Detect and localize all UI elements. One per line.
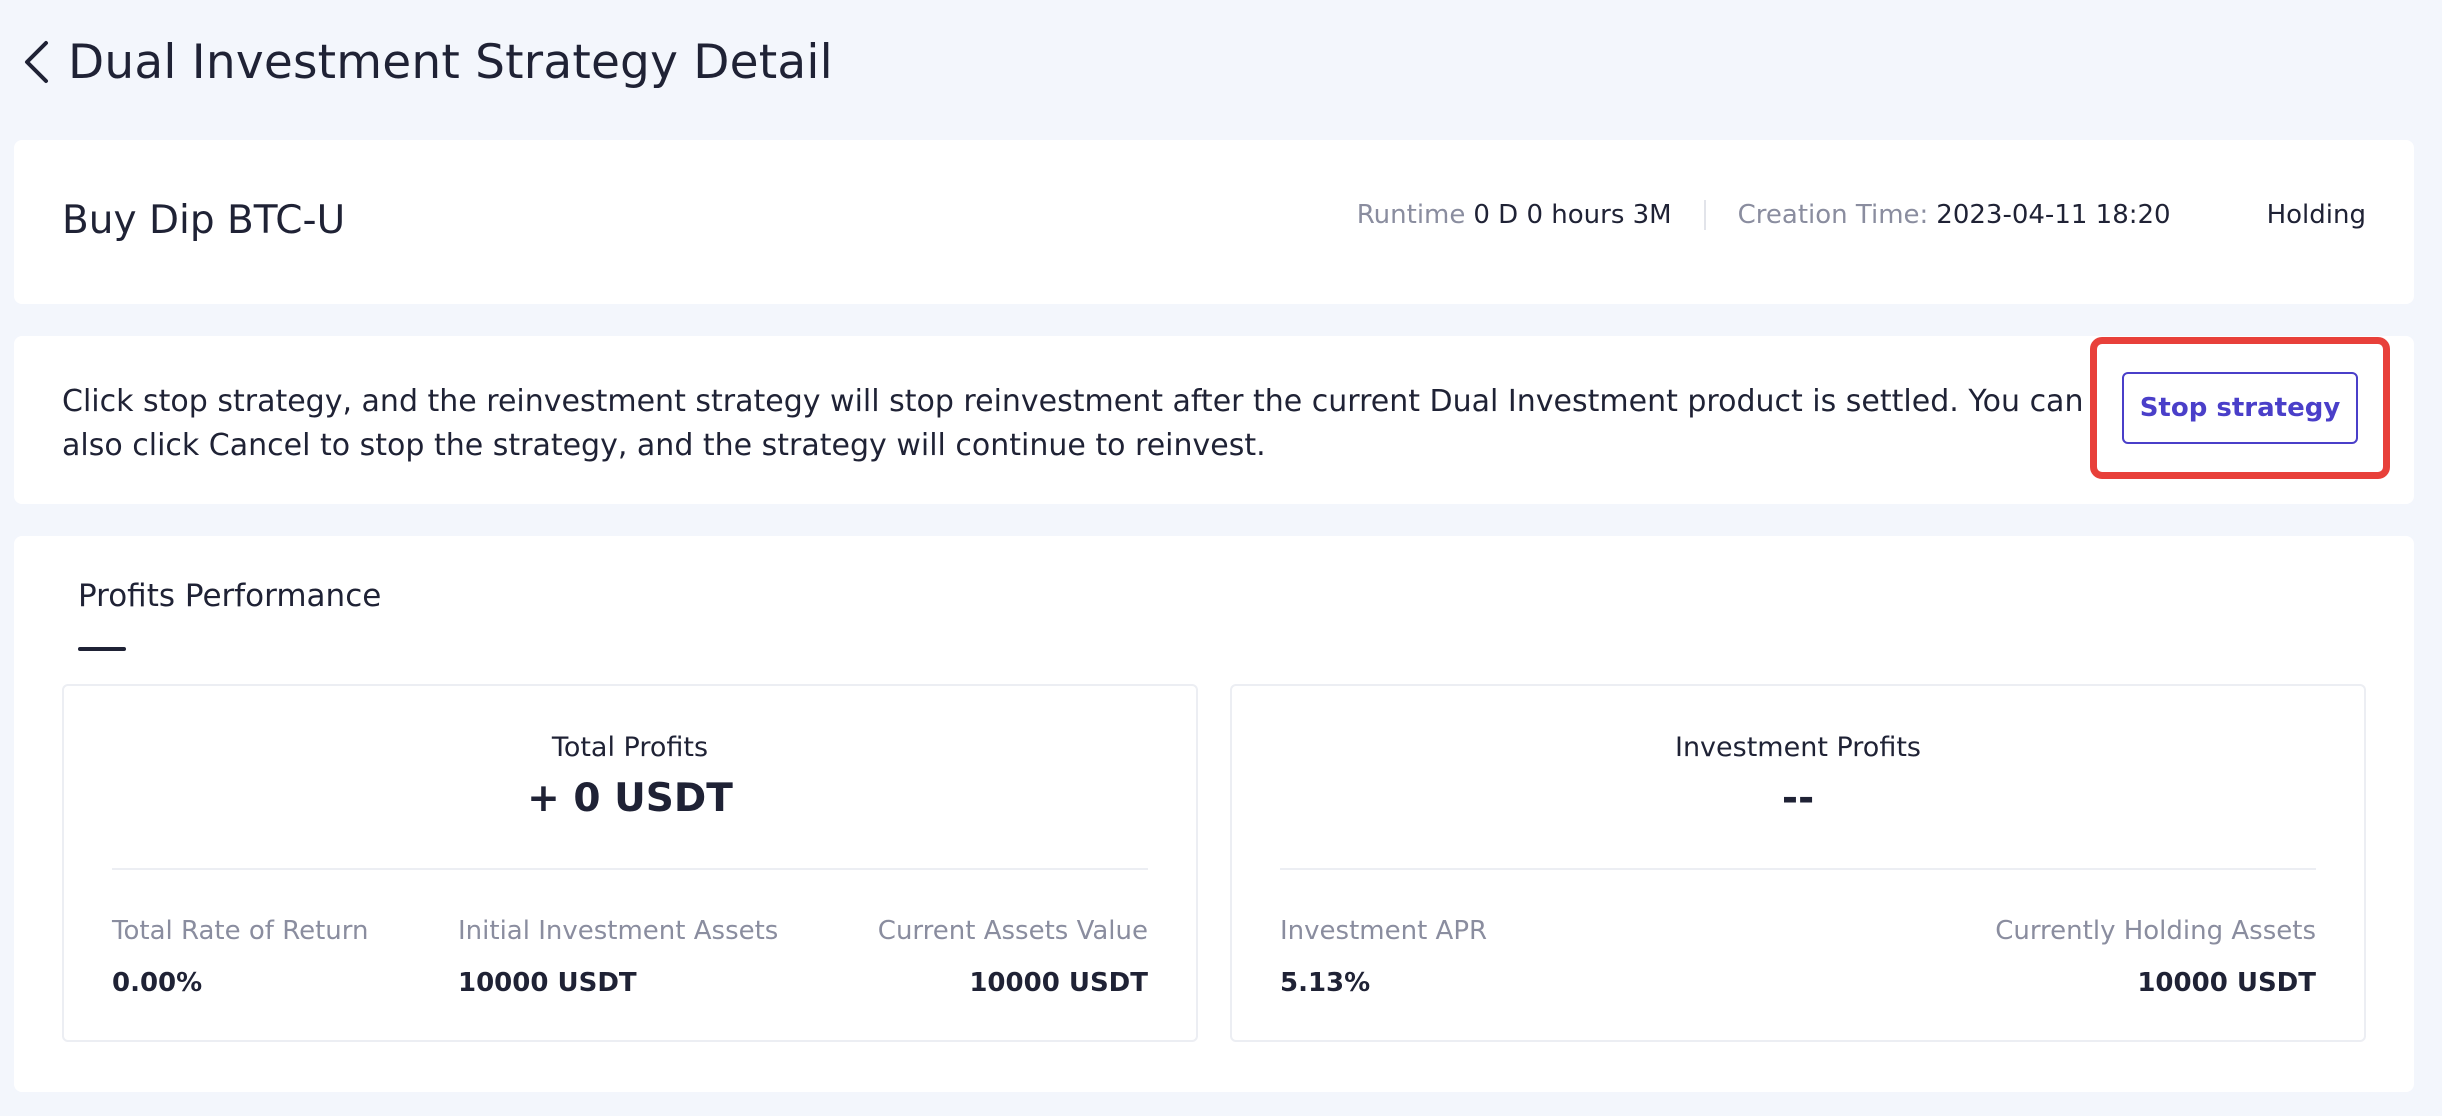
- status-badge: Holding: [2266, 200, 2366, 230]
- holding-assets-value: 10000 USDT: [2137, 968, 2316, 998]
- panel-divider: [1280, 868, 2316, 870]
- strategy-name: Buy Dip BTC-U: [62, 198, 346, 243]
- investment-profits-label: Investment Profits: [1674, 732, 1921, 763]
- panel-divider: [112, 868, 1148, 870]
- chevron-left-icon: [25, 41, 48, 83]
- stop-strategy-button[interactable]: Stop strategy: [2122, 372, 2358, 444]
- tab-profits-performance[interactable]: Profits Performance: [78, 578, 382, 614]
- investment-profits-panel: Investment Profits -- Investment APR 5.1…: [1230, 684, 2366, 1042]
- page-title: Dual Investment Strategy Detail: [68, 34, 833, 90]
- initial-investment-value: 10000 USDT: [458, 968, 637, 998]
- page-header: Dual Investment Strategy Detail: [18, 28, 833, 96]
- strategy-info-card: Buy Dip BTC-U Runtime 0 D 0 hours 3M Cre…: [14, 140, 2414, 304]
- creation-time-label: Creation Time:: [1737, 200, 1929, 230]
- runtime-value: 0 D 0 hours 3M: [1473, 200, 1672, 230]
- investment-apr-value: 5.13%: [1280, 968, 1371, 998]
- notice-text: Click stop strategy, and the reinvestmen…: [62, 384, 2084, 463]
- total-rate-of-return-value: 0.00%: [112, 968, 203, 998]
- total-profits-panel: Total Profits + 0 USDT Total Rate of Ret…: [62, 684, 1198, 1042]
- creation-time-value: 2023-04-11 18:20: [1936, 200, 2171, 230]
- investment-apr-label: Investment APR: [1280, 916, 1488, 946]
- meta-divider: [1703, 200, 1706, 230]
- runtime-label: Runtime: [1356, 200, 1466, 230]
- current-assets-value: 10000 USDT: [969, 968, 1148, 998]
- investment-profits-value: --: [1781, 776, 1815, 821]
- strategy-meta: Runtime 0 D 0 hours 3M Creation Time: 20…: [1357, 200, 2366, 230]
- total-profits-label: Total Profits: [551, 732, 709, 763]
- stop-notice-card: Click stop strategy, and the reinvestmen…: [14, 336, 2414, 504]
- current-assets-label: Current Assets Value: [877, 916, 1148, 946]
- stop-button-highlight: Stop strategy: [2090, 337, 2390, 479]
- profits-card: Profits Performance Total Profits + 0 US…: [14, 536, 2414, 1092]
- total-profits-value: + 0 USDT: [527, 776, 733, 821]
- tab-underline: [78, 647, 126, 651]
- back-button[interactable]: [18, 34, 54, 90]
- total-rate-of-return-label: Total Rate of Return: [112, 916, 369, 946]
- holding-assets-label: Currently Holding Assets: [1995, 916, 2316, 946]
- initial-investment-label: Initial Investment Assets: [458, 916, 779, 946]
